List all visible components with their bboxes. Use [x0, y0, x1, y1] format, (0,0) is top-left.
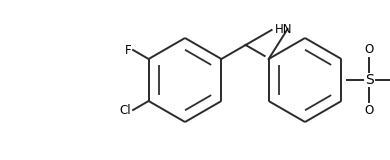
Text: O: O [364, 104, 374, 117]
Text: HN: HN [275, 23, 292, 36]
Text: F: F [124, 44, 131, 56]
Text: Cl: Cl [119, 104, 131, 116]
Text: S: S [365, 73, 373, 87]
Text: O: O [364, 43, 374, 56]
